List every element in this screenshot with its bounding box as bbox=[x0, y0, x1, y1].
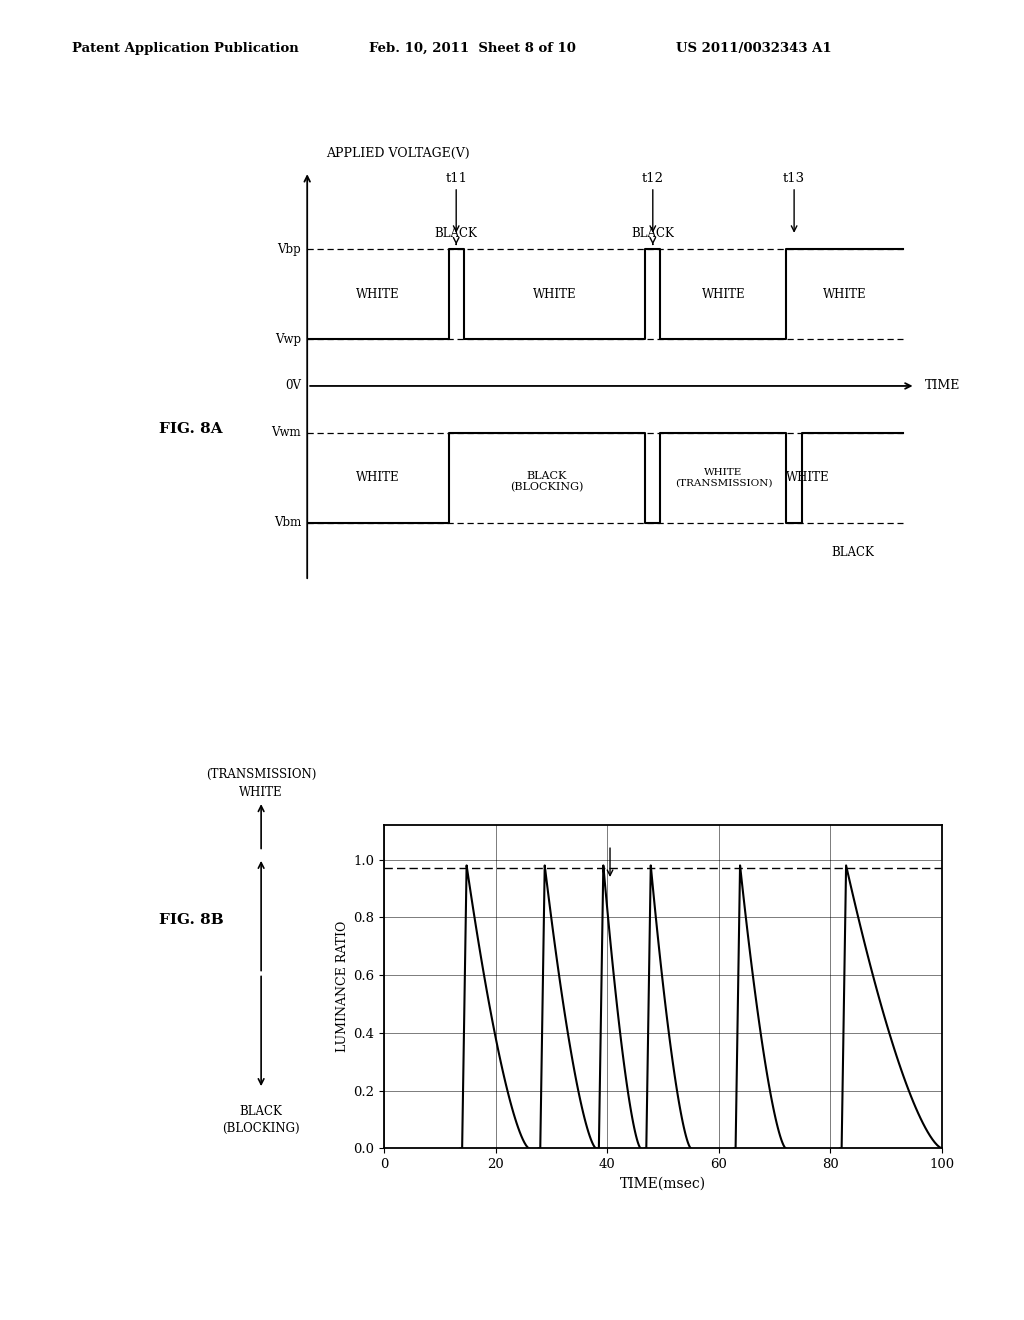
Text: US 2011/0032343 A1: US 2011/0032343 A1 bbox=[676, 42, 831, 55]
Text: WHITE: WHITE bbox=[786, 471, 829, 484]
Text: WHITE: WHITE bbox=[532, 288, 577, 301]
Text: Vbp: Vbp bbox=[278, 243, 301, 256]
Text: Vwp: Vwp bbox=[274, 333, 301, 346]
Text: BLACK: BLACK bbox=[240, 1105, 283, 1118]
Text: t13: t13 bbox=[783, 172, 805, 185]
Text: (TRANSMISSION): (TRANSMISSION) bbox=[206, 768, 316, 781]
X-axis label: TIME(msec): TIME(msec) bbox=[620, 1176, 707, 1191]
Text: Patent Application Publication: Patent Application Publication bbox=[72, 42, 298, 55]
Text: WHITE: WHITE bbox=[701, 288, 745, 301]
Text: Feb. 10, 2011  Sheet 8 of 10: Feb. 10, 2011 Sheet 8 of 10 bbox=[369, 42, 575, 55]
Text: APPLIED VOLTAGE(V): APPLIED VOLTAGE(V) bbox=[326, 147, 469, 160]
Text: 0V: 0V bbox=[285, 379, 301, 392]
Text: t12: t12 bbox=[642, 172, 664, 185]
Text: TIME: TIME bbox=[925, 379, 961, 392]
Text: (BLOCKING): (BLOCKING) bbox=[222, 1122, 300, 1135]
Text: WHITE: WHITE bbox=[356, 288, 399, 301]
Text: t11: t11 bbox=[445, 172, 467, 185]
Text: WHITE
(TRANSMISSION): WHITE (TRANSMISSION) bbox=[675, 469, 772, 487]
Text: WHITE: WHITE bbox=[823, 288, 866, 301]
Text: Vwm: Vwm bbox=[271, 426, 301, 440]
Text: WHITE: WHITE bbox=[240, 785, 283, 799]
Text: FIG. 8A: FIG. 8A bbox=[159, 422, 222, 436]
Text: FIG. 8B: FIG. 8B bbox=[159, 913, 223, 927]
Text: BLACK
(BLOCKING): BLACK (BLOCKING) bbox=[510, 471, 584, 492]
Text: BLACK: BLACK bbox=[632, 227, 674, 240]
Y-axis label: LUMINANCE RATIO: LUMINANCE RATIO bbox=[336, 921, 349, 1052]
Text: BLACK: BLACK bbox=[435, 227, 477, 240]
Text: WHITE: WHITE bbox=[356, 471, 399, 484]
Text: Vbm: Vbm bbox=[273, 516, 301, 529]
Text: BLACK: BLACK bbox=[831, 546, 873, 558]
